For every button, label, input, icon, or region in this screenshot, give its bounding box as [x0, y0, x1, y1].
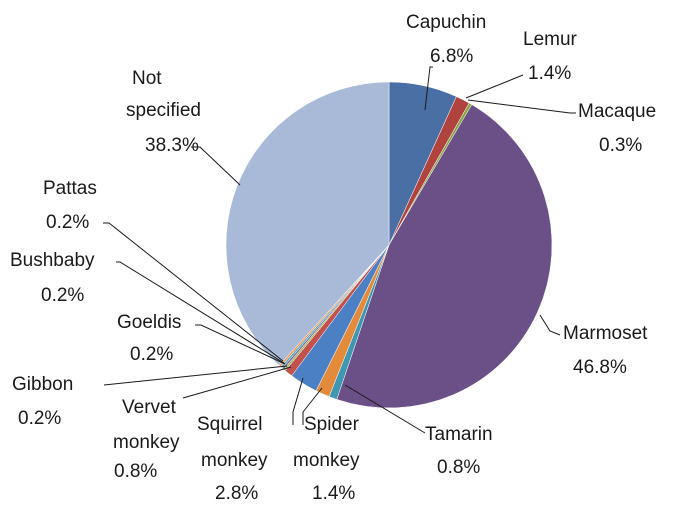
data-label-value-capuchin: 6.8% — [430, 46, 473, 67]
data-label-name-gibbon: Gibbon — [12, 374, 73, 395]
leader-lines — [103, 66, 576, 434]
data-label-name-spider-monkey: Spider — [304, 414, 360, 435]
leader-line-gibbon — [103, 365, 288, 386]
data-label-name-tamarin: Tamarin — [425, 424, 493, 445]
data-label-name-lemur: Lemur — [523, 29, 578, 50]
data-label-name-marmoset: Marmoset — [563, 323, 648, 344]
data-label-value-vervet-monkey: 0.8% — [114, 461, 157, 482]
pie-slices — [225, 81, 553, 409]
data-label-value-bushbaby: 0.2% — [41, 285, 84, 306]
data-label-value-not-specified: 38.3% — [145, 135, 199, 156]
leader-line-tamarin — [344, 384, 426, 434]
data-label-value-squirrel-monkey: 2.8% — [215, 483, 258, 504]
leader-line-vervet-monkey — [182, 366, 292, 399]
leader-line-bushbaby — [116, 261, 285, 364]
data-label-name-squirrel-monkey: Squirrel — [197, 414, 262, 435]
leader-line-spider-monkey — [302, 387, 323, 425]
data-label-value-tamarin: 0.8% — [437, 457, 480, 478]
leader-line-not-specified — [191, 146, 241, 186]
leader-line-macaque — [467, 99, 576, 114]
leader-line-marmoset — [539, 314, 561, 336]
data-label-name-capuchin: Capuchin — [406, 12, 486, 33]
data-label-value-gibbon: 0.2% — [18, 408, 61, 429]
leader-line-lemur — [465, 74, 524, 99]
data-label-value-spider-monkey: 1.4% — [312, 483, 355, 504]
leader-line-goeldis — [195, 324, 286, 365]
data-label-name-vervet-monkey: Vervet — [122, 397, 177, 418]
data-label-name-bushbaby: Bushbaby — [10, 250, 95, 271]
data-label-name-vervet-monkey: monkey — [113, 432, 180, 453]
data-label-name-goeldis: Goeldis — [117, 312, 181, 333]
slice-labels: Capuchin 6.8% Lemur 1.4% Macaque 0.3% Marmoset… — [10, 12, 656, 504]
leader-line-capuchin — [424, 66, 433, 111]
data-label-name-squirrel-monkey: monkey — [201, 450, 268, 471]
data-label-name-not-specified: specified — [126, 100, 201, 121]
pie-slice-not-specified — [225, 81, 390, 366]
data-label-name-pattas: Pattas — [43, 178, 97, 199]
data-label-name-not-specified: Not — [132, 68, 162, 89]
data-label-value-goeldis: 0.2% — [130, 344, 173, 365]
pie-slice-marmoset — [336, 104, 553, 409]
leader-line-pattas — [103, 222, 284, 362]
data-label-name-macaque: Macaque — [578, 101, 656, 122]
data-label-value-macaque: 0.3% — [599, 135, 642, 156]
data-label-value-pattas: 0.2% — [46, 212, 89, 233]
leader-line-squirrel-monkey — [292, 377, 304, 425]
data-label-value-lemur: 1.4% — [528, 63, 571, 84]
data-label-name-spider-monkey: monkey — [293, 450, 360, 471]
data-label-value-marmoset: 46.8% — [573, 357, 627, 378]
